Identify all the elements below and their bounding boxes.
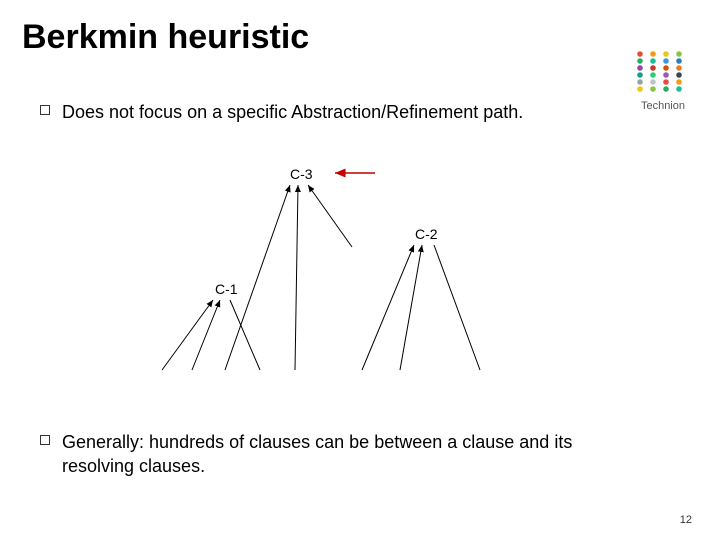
clause-diagram: C-3 C-2 C-1: [0, 165, 720, 395]
technion-logo-dots: [632, 48, 692, 96]
svg-text:C-1: C-1: [215, 281, 238, 297]
svg-text:C-2: C-2: [415, 226, 438, 242]
bullet-2-text: Generally: hundreds of clauses can be be…: [62, 430, 622, 479]
slide-title: Berkmin heuristic: [22, 18, 309, 57]
bullet-square-icon: [40, 105, 50, 115]
bullet-1-text: Does not focus on a specific Abstraction…: [62, 100, 523, 124]
bullet-2: Generally: hundreds of clauses can be be…: [40, 430, 622, 479]
bullet-square-icon: [40, 435, 50, 445]
svg-text:C-3: C-3: [290, 166, 313, 182]
bullet-1: Does not focus on a specific Abstraction…: [40, 100, 523, 124]
institution-label: Technion: [641, 100, 685, 112]
page-number: 12: [680, 514, 692, 526]
